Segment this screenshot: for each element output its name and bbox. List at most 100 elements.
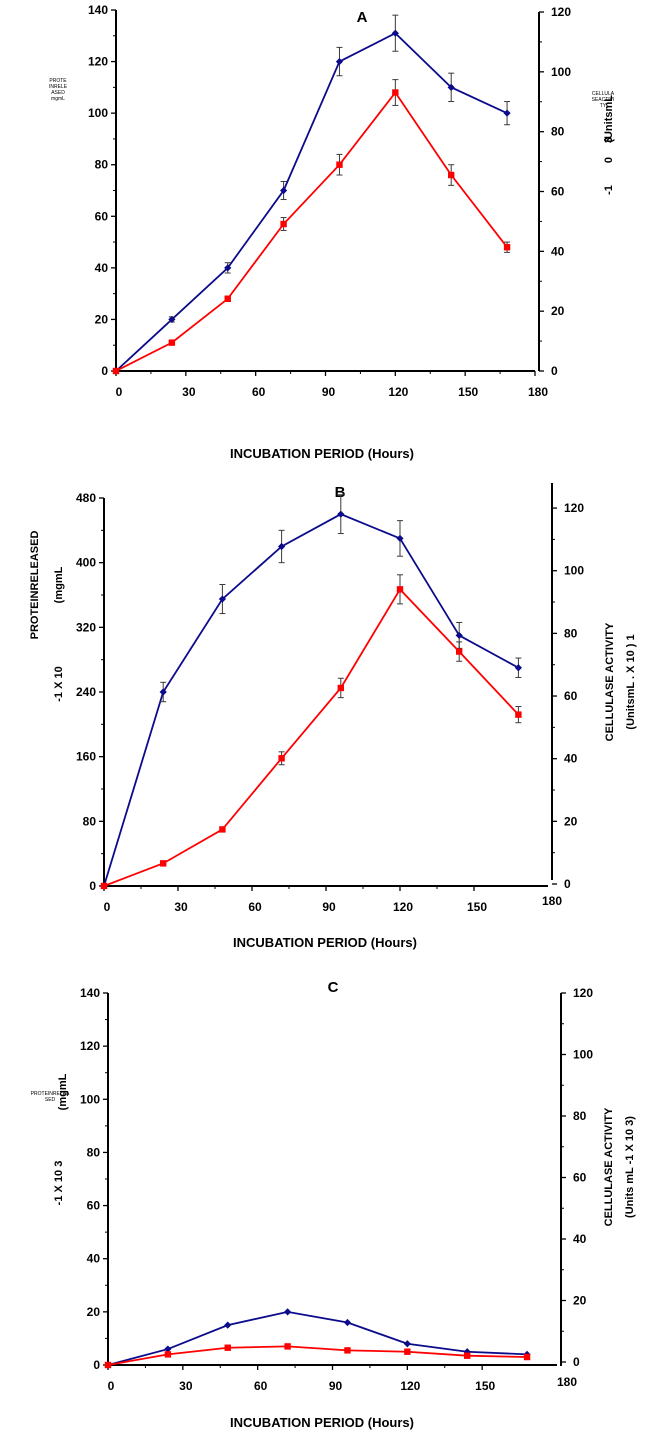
- panel-c-plot-area: 0 20 40 60 80 100 120 140 0 20 40 60 80 100 120 0 30 60 90…: [80, 986, 593, 1393]
- panel-b-x-tick-label: 30: [174, 900, 188, 914]
- panel-a-series-red-line: [115, 90, 508, 372]
- panel-c-series-red-point: [284, 1343, 291, 1350]
- panel-a-left-label-line: mgmL: [51, 96, 65, 102]
- panel-a-right-tick-label: 100: [551, 65, 571, 79]
- panel-b-series-blue-point: [278, 542, 286, 551]
- panel-b-x-tick-label: 90: [322, 900, 336, 914]
- panel-a-title: A: [357, 9, 368, 26]
- panel-c-right-tick-label: 40: [573, 1232, 587, 1246]
- panel-a-series-red-point: [280, 220, 287, 228]
- panel-b-left-tick-label: 480: [76, 491, 96, 505]
- panel-b: B PROTEINRELEASED (mgmL -1 X 10 CELLULAS…: [29, 483, 637, 950]
- panel-b-x-tick-label: 150: [467, 900, 487, 914]
- panel-c-right-tick-label: 80: [573, 1109, 587, 1123]
- panel-b-right-tick-label: 80: [564, 626, 578, 640]
- panel-c-title: C: [328, 979, 339, 996]
- panel-b-series-red-point: [160, 860, 167, 867]
- panel-c-left-label-line: -1 X 10 3: [53, 1161, 65, 1206]
- panel-b-series-blue-point: [337, 510, 345, 518]
- panel-b-right-label-line: (UnitsmL . X 10 ) 1: [625, 634, 637, 729]
- panel-a-series-red-point: [224, 295, 231, 302]
- panel-a-series-blue-line: [115, 32, 508, 372]
- panel-a-series-blue-point: [447, 83, 455, 91]
- panel-a-series-red-point: [503, 244, 511, 251]
- panel-c-right-axis-label: CELLULASE ACTIVITY (Units mL -1 X 10 3): [603, 1107, 636, 1226]
- panel-a-x-tick-label: 30: [182, 385, 196, 399]
- panel-c-x-tick-label: 150: [475, 1379, 495, 1393]
- panel-a-x-tick-label: 150: [458, 385, 478, 399]
- panel-a-series-red-point: [168, 339, 176, 346]
- panel-c-series-red-point: [224, 1344, 231, 1351]
- panel-a-series-blue-point: [335, 57, 344, 66]
- panel-c-series-blue-line: [107, 1310, 528, 1366]
- panel-c-right-label-line: (Units mL -1 X 10 3): [624, 1116, 636, 1218]
- panel-a-left-label-line: INRELE: [49, 84, 68, 90]
- panel-c-right-tick-label: 0: [573, 1355, 580, 1369]
- panel-a-left-tick-label: 60: [95, 209, 109, 223]
- panel-b-right-tick-label: 120: [564, 501, 584, 515]
- panel-b-x-tick-label: 60: [248, 900, 262, 914]
- panel-c-right-label-line: CELLULASE ACTIVITY: [603, 1107, 615, 1226]
- panel-b-x-tick-label: 0: [104, 900, 111, 914]
- panel-b-series-blue-point: [455, 631, 463, 640]
- panel-b-plot-area: 0 80 160 240 320 400 480 0 20 40 60 80 100 120 0 30 60 90…: [76, 483, 584, 914]
- panel-a-left-tick-label: 80: [95, 158, 109, 172]
- panel-c-right-tick-label: 120: [573, 986, 593, 1000]
- panel-a-right-label-fragment: (UnitsmL: [603, 95, 615, 143]
- panel-b-right-tick-label: 100: [564, 564, 584, 578]
- panel-b-right-tick-label: 20: [564, 814, 578, 828]
- panel-a-series-red-point: [336, 161, 343, 168]
- panel-b-left-axis-label: PROTEINRELEASED (mgmL -1 X 10: [29, 531, 65, 702]
- panel-b-series-red-point: [219, 826, 226, 833]
- panel-b-right-label-line: CELLULASE ACTIVITY: [604, 622, 616, 741]
- panel-c-left-tick-label: 0: [93, 1358, 100, 1372]
- panel-a-left-tick-label: 20: [95, 312, 109, 326]
- panel-c-series-blue-point: [403, 1340, 411, 1348]
- panel-b-series-red-point: [456, 648, 463, 655]
- panel-c-left-tick-label: 20: [87, 1305, 101, 1319]
- panel-b-left-tick-label: 160: [76, 750, 96, 764]
- panel-a-right-label-fragment: -1: [603, 185, 615, 195]
- panel-b-series-blue-point: [159, 688, 167, 696]
- panel-a-left-tick-label: 120: [88, 55, 108, 69]
- panel-a-left-axis-label: PROTE INRELE ASED mgmL: [49, 78, 68, 102]
- panel-b-x-axis-label: INCUBATION PERIOD (Hours): [233, 935, 417, 950]
- panel-a-right-axis-label: CELLULA SEACTIVI TY (UnitsmL 3 0 -1: [592, 91, 615, 195]
- panel-b-right-axis-label: CELLULASE ACTIVITY (UnitsmL . X 10 ) 1: [604, 622, 637, 741]
- panel-b-right-tick-label: 0: [564, 877, 571, 891]
- panel-a-series-red-point: [392, 89, 399, 96]
- panel-a-series-blue-point: [391, 29, 399, 37]
- panel-a-x-tick-label: 60: [252, 385, 266, 399]
- panel-b-series-red-point: [515, 711, 522, 718]
- panel-b-right-tick-label: 40: [564, 752, 578, 766]
- panel-c-series-red-point: [164, 1351, 172, 1358]
- panel-b-left-tick-label: 400: [76, 556, 96, 570]
- panel-a-right-tick-label: 80: [551, 125, 565, 139]
- panel-c-x-tick-label: 120: [400, 1379, 420, 1393]
- panel-c-series-red-point: [523, 1353, 531, 1361]
- panel-a-right-label-line: CELLULA: [592, 91, 615, 97]
- panel-b-left-label-line: PROTEINRELEASED: [29, 531, 41, 640]
- panel-b-left-tick-label: 320: [76, 620, 96, 634]
- panel-c-series-blue-point: [224, 1321, 232, 1329]
- panel-c-series-red-point: [344, 1347, 351, 1354]
- panel-a-right-tick-label: 0: [551, 364, 558, 378]
- panel-a-right-tick-label: 40: [551, 244, 565, 258]
- panel-a-right-label-line: SEACTIVI: [592, 97, 615, 103]
- panel-b-title: B: [335, 484, 346, 501]
- panel-a-x-tick-label: 0: [116, 385, 123, 399]
- panel-c-right-tick-label: 20: [573, 1294, 587, 1308]
- panel-b-x-extra-tick-label: 180: [542, 894, 562, 908]
- panel-b-left-tick-label: 80: [83, 814, 97, 828]
- panel-c-right-tick-label: 100: [573, 1048, 593, 1062]
- panel-c-left-tick-label: 140: [80, 986, 100, 1000]
- panel-b-x-tick-label: 120: [393, 900, 413, 914]
- panel-a-left-label-line: PROTE: [49, 78, 67, 84]
- panel-a-series-blue-point: [280, 186, 288, 195]
- panel-b-series-blue-point: [514, 664, 522, 672]
- panel-a-left-tick-label: 0: [101, 364, 108, 378]
- panel-c-x-extra-tick-label: 180: [557, 1375, 577, 1389]
- panel-a-series-blue-point: [224, 264, 232, 272]
- panel-c-series-blue-point: [284, 1308, 292, 1316]
- panel-c-left-label-line: SED: [45, 1097, 56, 1103]
